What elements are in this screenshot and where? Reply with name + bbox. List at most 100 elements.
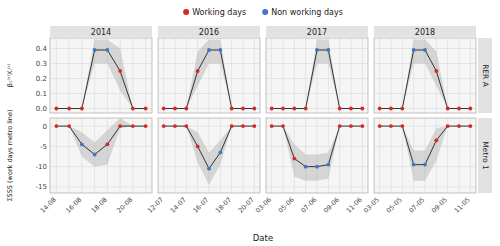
plot-background <box>50 38 152 113</box>
grid-line <box>351 118 352 193</box>
point <box>281 124 285 128</box>
x-tick-label: 05-05 <box>385 196 404 215</box>
point <box>315 165 319 169</box>
plot-background <box>374 38 476 113</box>
data-area <box>378 124 472 181</box>
point <box>412 48 416 52</box>
grid-line <box>145 118 146 193</box>
line <box>380 50 471 109</box>
panel: 0.00.10.20.30.42014β₁⁽ˢ⁾Xᵢ⁽ˢ⁾ <box>6 26 152 113</box>
line <box>164 50 255 109</box>
y-tick-label: 0.2 <box>36 75 47 83</box>
plot-frame <box>266 118 368 193</box>
grid-line <box>459 118 460 193</box>
plot-background <box>374 118 476 193</box>
grid-line <box>175 38 176 113</box>
confidence-band <box>272 126 363 181</box>
line <box>56 126 145 154</box>
point <box>252 107 256 111</box>
grid-line <box>132 118 133 193</box>
point <box>144 107 148 111</box>
point <box>315 48 319 52</box>
grid-line <box>271 38 272 113</box>
line <box>56 50 145 109</box>
point <box>241 124 245 128</box>
x-tick-label: 14-07 <box>169 196 188 215</box>
x-tick-label: 09-06 <box>322 196 341 215</box>
data-area <box>378 40 472 111</box>
y-tick-label: 0.3 <box>36 60 47 68</box>
point <box>468 107 472 111</box>
x-axis-label: Date <box>253 233 273 243</box>
point <box>54 124 58 128</box>
plot-background <box>266 118 368 193</box>
plot-frame <box>158 38 260 113</box>
grid-line <box>163 118 164 193</box>
point <box>252 124 256 128</box>
plot-background <box>158 118 260 193</box>
chart: 0.00.10.20.30.42014β₁⁽ˢ⁾Xᵢ⁽ˢ⁾Working day… <box>0 0 500 246</box>
title: 2014 <box>91 28 111 37</box>
grid-line <box>243 118 244 193</box>
y-axis-label: ΣSSS (work days metro line) <box>6 109 14 201</box>
point <box>162 107 166 111</box>
title-strip <box>158 26 260 37</box>
point <box>349 107 353 111</box>
point <box>304 165 308 169</box>
y-tick-label: 0.4 <box>36 45 48 53</box>
grid-line <box>120 118 121 193</box>
grid-line <box>81 38 82 113</box>
line <box>272 126 363 167</box>
plot-frame <box>374 38 476 113</box>
grid-line <box>283 118 284 193</box>
grid-line <box>163 38 164 113</box>
point <box>270 107 274 111</box>
point <box>338 124 342 128</box>
point <box>173 124 177 128</box>
title: 2017 <box>307 28 327 37</box>
legend: Working daysNon working days <box>183 8 343 17</box>
title: 2016 <box>199 28 219 37</box>
grid-line <box>391 38 392 113</box>
x-tick-label: 05-06 <box>277 196 296 215</box>
point <box>412 163 416 167</box>
grid-line <box>305 38 306 113</box>
panel: 03-0605-0607-0609-0611-06 <box>254 118 368 215</box>
line <box>164 126 255 169</box>
point <box>93 153 97 157</box>
data-area <box>162 40 256 111</box>
point <box>349 124 353 128</box>
grid-line <box>447 118 448 193</box>
x-tick-label: 03-05 <box>362 196 381 215</box>
grid-line <box>459 38 460 113</box>
point <box>196 144 200 148</box>
point <box>67 107 71 111</box>
y-axis-label: β₁⁽ˢ⁾Xᵢ⁽ˢ⁾ <box>6 63 14 87</box>
point <box>400 107 404 111</box>
grid-line <box>470 118 471 193</box>
grid-line <box>50 78 152 79</box>
panel: 2017 <box>266 26 368 113</box>
point <box>360 107 364 111</box>
point <box>118 124 122 128</box>
x-tick-label: 14-08 <box>39 196 58 215</box>
y-tick-label: 0.0 <box>36 105 47 113</box>
grid-line <box>362 38 363 113</box>
point <box>54 107 58 111</box>
point <box>80 142 84 146</box>
plot-background <box>266 38 368 113</box>
confidence-band <box>272 40 363 109</box>
confidence-band <box>164 126 255 185</box>
grid-line <box>379 118 380 193</box>
point <box>144 124 148 128</box>
grid-line <box>186 38 187 113</box>
title-strip <box>374 26 476 37</box>
point <box>230 124 234 128</box>
grid-line <box>351 38 352 113</box>
grid-line <box>254 118 255 193</box>
grid-line <box>283 38 284 113</box>
point <box>292 157 296 161</box>
grid-line <box>56 118 57 193</box>
point <box>118 69 122 73</box>
grid-line <box>175 118 176 193</box>
